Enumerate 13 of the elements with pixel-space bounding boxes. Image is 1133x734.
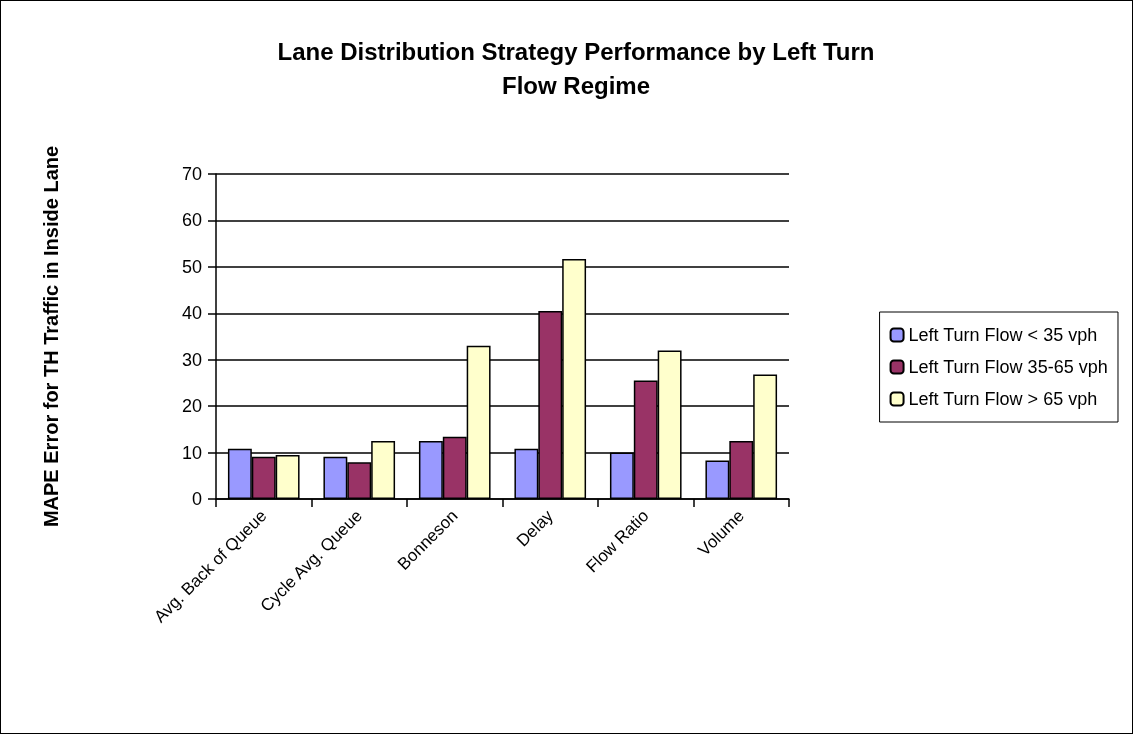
y-axis-title: MAPE Error for TH Traffic in Inside Lane xyxy=(40,145,62,528)
y-tick-label: 20 xyxy=(181,396,202,417)
legend-label: Left Turn Flow 35-65 vph xyxy=(908,357,1108,377)
y-tick-label: 70 xyxy=(181,164,202,184)
legend-label: Left Turn Flow < 35 vph xyxy=(908,325,1098,345)
y-tick-label: 10 xyxy=(181,442,202,463)
y-tick-label: 50 xyxy=(181,256,202,277)
chart-title: Lane Distribution Strategy Performance by Left Turn Flow Regime xyxy=(277,37,875,99)
legend-label: Left Turn Flow > 65 vph xyxy=(908,389,1098,409)
y-tick-label: 40 xyxy=(181,303,202,324)
y-tick-label: 60 xyxy=(181,210,202,231)
y-tick-label: 30 xyxy=(181,349,202,370)
y-tick-label: 0 xyxy=(191,489,202,509)
